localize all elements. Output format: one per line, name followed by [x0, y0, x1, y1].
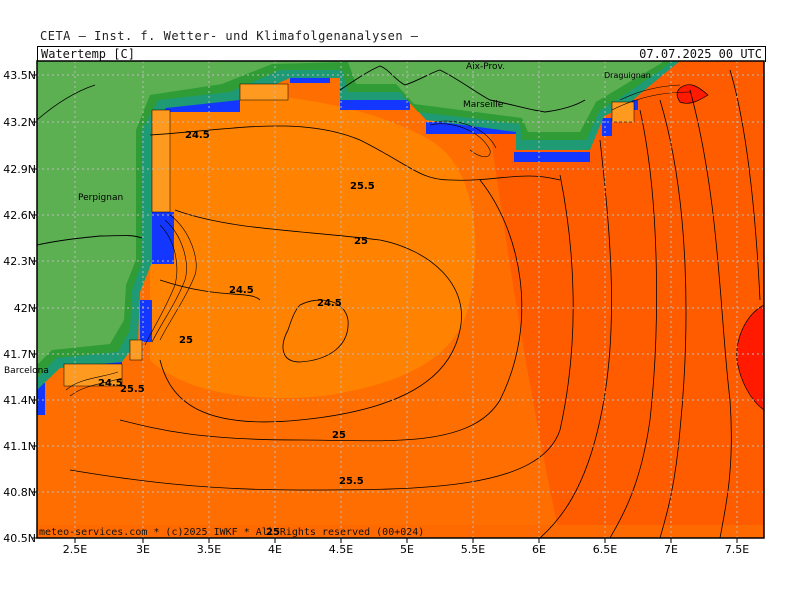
sea-cool-core: [150, 90, 476, 399]
map-titlebar: Watertemp_[C] 07.07.2025 00 UTC: [37, 46, 766, 62]
lon-tick: 6E: [532, 543, 546, 556]
lat-tick: 41.4N: [3, 394, 36, 407]
lat-tick: 42N: [14, 302, 36, 315]
lon-tick: 3.5E: [197, 543, 221, 556]
city-labels: Aix-Prov. Marseille Draguignan Perpignan…: [4, 62, 651, 376]
lon-axis: 2.5E 3E 3.5E 4E 4.5E 5E 5.5E 6E 6.5E 7E …: [63, 543, 749, 556]
land-mass: [37, 61, 664, 365]
lat-tick: 41.1N: [3, 440, 36, 453]
valid-time-label: 07.07.2025 00 UTC: [639, 47, 762, 61]
city-label: Perpignan: [78, 193, 123, 203]
hot-patch-east: [736, 304, 764, 411]
contour-label: 25: [179, 335, 193, 346]
lat-tick: 40.8N: [3, 486, 36, 499]
grid-lines: [37, 61, 764, 538]
lon-tick: 5.5E: [461, 543, 485, 556]
lat-tick: 42.3N: [3, 255, 36, 268]
lon-tick: 2.5E: [63, 543, 87, 556]
contour-label: 25: [354, 236, 368, 247]
lon-tick: 4.5E: [329, 543, 353, 556]
contour-labels: 24.5 25.5 25 24.5 24.5 25 24.5 25.5 25 2…: [98, 130, 375, 538]
contour-label: 25.5: [339, 476, 364, 487]
lon-tick: 4E: [268, 543, 282, 556]
shelf-zone: [37, 61, 680, 390]
border-line-2: [37, 84, 96, 121]
lon-tick: 6.5E: [593, 543, 617, 556]
border-line: [37, 235, 143, 246]
lat-tick: 40.5N: [3, 532, 36, 545]
bottom-strip: [37, 525, 764, 538]
lat-tick: 41.7N: [3, 348, 36, 361]
lon-tick: 7.5E: [725, 543, 749, 556]
contour-label: 25: [266, 527, 280, 538]
variable-label: Watertemp_[C]: [41, 47, 135, 61]
lat-tick: 43.2N: [3, 116, 36, 129]
header-title: CETA – Inst. f. Wetter- und Klimafolgena…: [40, 29, 419, 43]
city-label: Barcelona: [4, 366, 49, 376]
city-label: Marseille: [463, 100, 504, 110]
contour-label: 25.5: [350, 181, 375, 192]
city-label: Draguignan: [604, 71, 651, 80]
contour-label: 24.5: [229, 285, 254, 296]
coastal-contours: [65, 84, 691, 397]
city-label: Aix-Prov.: [466, 62, 505, 72]
lon-tick: 5E: [400, 543, 414, 556]
plot-frame: [36, 60, 765, 539]
shelf-gradient-cells: [63, 83, 635, 387]
lat-tick: 42.9N: [3, 163, 36, 176]
contour-label: 24.5: [317, 298, 342, 309]
lon-tick: 7E: [664, 543, 678, 556]
copyright-line: meteo-services.com * (c)2025 IWKF * All …: [39, 527, 424, 538]
contour-label: 24.5: [98, 378, 123, 389]
coastline: [339, 65, 586, 113]
isotherm-lines: [69, 69, 761, 538]
lon-tick: 3E: [136, 543, 150, 556]
contour-label: 24.5: [185, 130, 210, 141]
lat-tick: 43.5N: [3, 69, 36, 82]
sea-warm-band: [480, 61, 764, 538]
contour-label: 25.5: [120, 384, 145, 395]
contour-label: 25: [332, 430, 346, 441]
hot-patch-north: [676, 84, 709, 104]
lat-axis: 43.5N 43.2N 42.9N 42.6N 42.3N 42N 41.7N …: [3, 69, 36, 545]
tick-marks: [32, 74, 738, 543]
lat-tick: 42.6N: [3, 209, 36, 222]
